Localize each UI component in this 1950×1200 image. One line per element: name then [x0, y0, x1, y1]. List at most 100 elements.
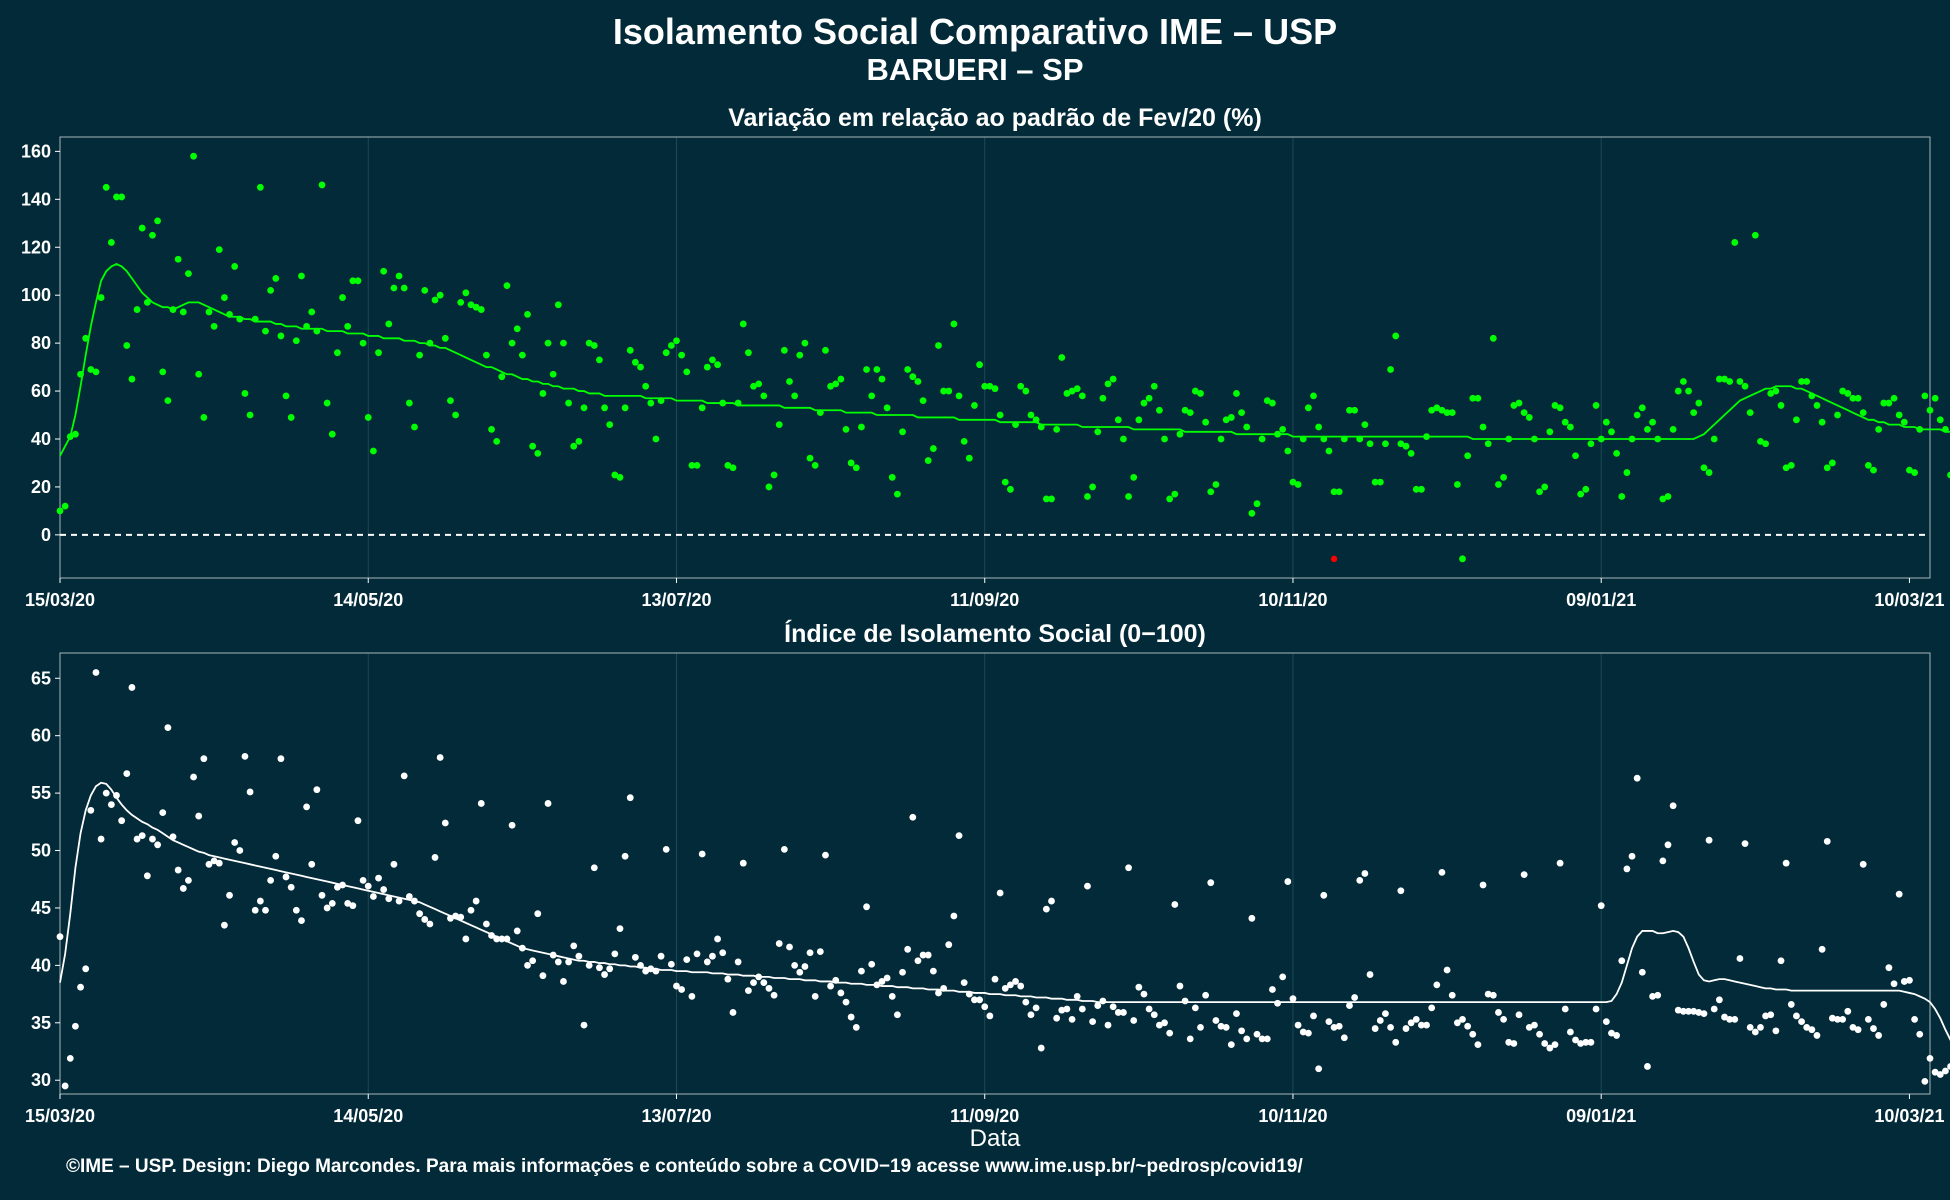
data-point — [847, 459, 855, 467]
data-point — [1911, 1015, 1918, 1023]
data-point — [1520, 409, 1528, 417]
data-point — [1114, 1009, 1122, 1016]
data-point — [570, 442, 578, 450]
data-point — [195, 812, 203, 820]
data-point — [1243, 1035, 1251, 1043]
data-point — [950, 320, 958, 328]
data-point — [1515, 399, 1523, 407]
data-point — [1659, 495, 1667, 503]
data-point — [1602, 1018, 1610, 1026]
data-point — [524, 961, 531, 969]
data-point — [1032, 1004, 1040, 1012]
data-point — [729, 464, 737, 472]
data-point — [554, 301, 562, 309]
data-point — [1376, 1017, 1384, 1024]
data-point — [1695, 399, 1703, 407]
y-tick-label: 60 — [31, 381, 51, 401]
data-point — [1669, 802, 1677, 810]
data-point — [1289, 995, 1297, 1003]
data-point — [1191, 387, 1199, 395]
data-point — [616, 925, 624, 933]
data-point — [1258, 435, 1266, 443]
data-point — [113, 193, 120, 201]
x-tick-label: 15/03/20 — [25, 590, 95, 610]
y-tick-label: 65 — [31, 668, 51, 688]
data-point — [1551, 402, 1559, 409]
data-point — [673, 982, 680, 990]
data-point — [724, 461, 732, 469]
data-point — [457, 298, 465, 306]
data-point — [82, 334, 90, 342]
data-point — [1453, 481, 1461, 488]
data-point — [996, 889, 1004, 897]
data-point — [893, 490, 901, 498]
data-point — [411, 423, 418, 431]
data-point — [1608, 1029, 1615, 1037]
data-point — [518, 351, 526, 359]
data-point — [462, 935, 470, 943]
data-point — [1048, 897, 1055, 905]
data-point — [688, 992, 696, 1000]
data-point — [1546, 1044, 1554, 1052]
data-point — [1438, 868, 1446, 876]
data-point — [1238, 1027, 1245, 1035]
data-point — [1638, 968, 1646, 976]
data-point — [390, 284, 398, 292]
data-point — [441, 819, 449, 827]
data-point — [1828, 1014, 1836, 1022]
data-point — [960, 437, 968, 445]
data-point — [616, 473, 624, 481]
data-point — [1900, 418, 1908, 426]
data-point — [524, 310, 531, 318]
data-point — [1700, 464, 1708, 472]
data-point — [909, 813, 917, 821]
data-point — [827, 982, 834, 990]
data-point — [1803, 378, 1811, 385]
data-point — [596, 356, 603, 364]
data-point — [755, 380, 763, 388]
data-point — [246, 788, 254, 796]
data-point — [919, 397, 927, 405]
data-point — [1895, 411, 1903, 419]
data-point — [1613, 449, 1621, 457]
data-point — [400, 772, 408, 780]
data-point — [1207, 488, 1215, 496]
data-point — [395, 897, 403, 905]
data-point — [1469, 394, 1477, 402]
data-point — [1412, 1015, 1420, 1023]
data-point — [801, 963, 809, 970]
data-point — [1397, 440, 1405, 448]
data-point — [1310, 392, 1317, 400]
data-point — [734, 958, 742, 966]
data-point — [174, 866, 182, 874]
data-point — [1335, 488, 1343, 496]
data-point — [72, 1022, 79, 1030]
data-point — [1027, 1011, 1035, 1019]
data-point — [477, 800, 485, 807]
data-point — [1587, 440, 1595, 448]
data-point — [287, 414, 295, 421]
data-point — [267, 286, 275, 294]
data-point — [534, 910, 542, 918]
data-point — [72, 430, 79, 438]
data-point — [1063, 390, 1071, 397]
data-point — [1906, 976, 1913, 984]
data-point — [97, 835, 105, 843]
data-point — [1233, 390, 1240, 397]
data-point — [118, 817, 126, 825]
data-point — [1777, 402, 1785, 409]
data-point — [1361, 870, 1369, 877]
data-point — [1495, 481, 1502, 488]
data-point — [421, 286, 429, 294]
data-point — [1017, 982, 1025, 990]
data-point — [1710, 1005, 1718, 1013]
data-point — [858, 967, 865, 975]
data-point — [1412, 485, 1420, 493]
data-point — [631, 953, 639, 961]
data-point — [431, 296, 439, 304]
data-point — [1109, 1003, 1117, 1011]
data-point — [909, 373, 917, 381]
data-point — [1721, 375, 1728, 383]
data-point — [133, 835, 141, 843]
data-point — [1166, 1029, 1174, 1037]
